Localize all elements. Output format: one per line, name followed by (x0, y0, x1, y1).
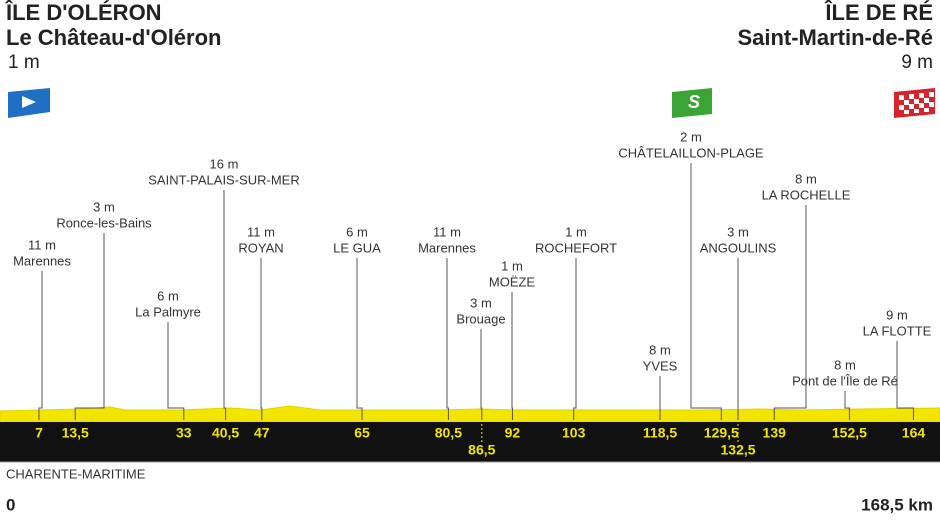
waypoint-name: SAINT-PALAIS-SUR-MER (148, 172, 299, 187)
waypoint-km: 164 (902, 425, 926, 441)
leader-line (573, 258, 577, 420)
waypoint-altitude: 3 m (727, 224, 749, 239)
waypoint-altitude: 6 m (346, 224, 368, 239)
start-town: Le Château-d'Oléron (6, 25, 221, 50)
finish-altitude: 9 m (901, 52, 933, 73)
finish-icon (894, 88, 935, 118)
leader-line (896, 341, 914, 420)
waypoint-km: 86,5 (468, 442, 495, 458)
department: CHARENTE-MARITIME (6, 466, 146, 481)
waypoint-altitude: 11 m (433, 224, 461, 239)
waypoint-name: ANGOULINS (700, 240, 777, 255)
waypoint-km: 152,5 (832, 425, 867, 441)
waypoint-km: 139 (763, 425, 787, 441)
waypoint-altitude: 3 m (470, 295, 492, 310)
start-altitude: 1 m (8, 52, 40, 73)
start-region: ÎLE D'OLÉRON (5, 0, 162, 25)
leader-line (356, 258, 363, 420)
waypoint-name: ROYAN (238, 240, 283, 255)
waypoint-name: Brouage (456, 311, 505, 326)
distance-start: 0 (6, 495, 15, 514)
waypoint-km: 47 (254, 425, 270, 441)
leader-line (260, 258, 263, 420)
waypoint-altitude: 6 m (157, 288, 179, 303)
waypoint-km: 13,5 (62, 425, 89, 441)
waypoint-altitude: 1 m (565, 224, 587, 239)
waypoint-name: MOËZE (489, 274, 536, 289)
waypoint-km: 33 (176, 425, 192, 441)
waypoint-km: 7 (35, 425, 43, 441)
waypoint-name: LA ROCHELLE (762, 187, 851, 202)
waypoint-altitude: 11 m (247, 224, 275, 239)
finish-town: Saint-Martin-de-Ré (737, 25, 933, 50)
leader-line (773, 205, 807, 420)
waypoint-name: Marennes (418, 240, 476, 255)
waypoint-km: 92 (505, 425, 521, 441)
waypoint-altitude: 8 m (834, 357, 856, 372)
svg-text:S: S (688, 92, 700, 112)
leader-line (690, 163, 722, 420)
leader-line (844, 391, 850, 420)
waypoint-name: Ronce-les-Bains (56, 215, 152, 230)
waypoint-name: LA FLOTTE (863, 323, 932, 338)
waypoint-name: YVES (643, 358, 678, 373)
waypoint-altitude: 16 m (210, 156, 239, 171)
waypoint-altitude: 3 m (93, 199, 115, 214)
leader-line (223, 190, 227, 420)
waypoint-altitude: 2 m (680, 129, 702, 144)
distance-end: 168,5 km (861, 495, 933, 514)
finish-region: ÎLE DE RÉ (824, 0, 933, 25)
waypoint-name: LE GUA (333, 240, 381, 255)
waypoint-altitude: 8 m (649, 342, 671, 357)
waypoint-name: Pont de l'Île de Ré (792, 373, 898, 388)
waypoint-altitude: 11 m (28, 237, 56, 252)
waypoint-km: 118,5 (643, 425, 677, 441)
leader-line (167, 322, 185, 420)
waypoint-km: 65 (354, 425, 370, 441)
waypoint-altitude: 1 m (501, 258, 523, 273)
leader-line (480, 329, 483, 420)
leader-line (38, 271, 43, 420)
waypoint-altitude: 8 m (795, 171, 817, 186)
sprint-icon: S (672, 88, 712, 118)
waypoint-km: 129,5 (704, 425, 739, 441)
waypoint-name: Marennes (13, 253, 71, 268)
waypoint-name: ROCHEFORT (535, 240, 617, 255)
waypoint-name: CHÂTELAILLON-PLAGE (618, 145, 764, 160)
km-band (0, 422, 940, 462)
waypoint-km: 40,5 (212, 425, 239, 441)
leader-line (74, 233, 105, 420)
waypoint-altitude: 9 m (886, 307, 908, 322)
waypoint-km: 132,5 (721, 442, 756, 458)
waypoint-name: La Palmyre (135, 304, 201, 319)
waypoint-km: 103 (562, 425, 586, 441)
waypoint-km: 80,5 (435, 425, 462, 441)
start-icon (8, 88, 50, 118)
leader-line (446, 258, 449, 420)
